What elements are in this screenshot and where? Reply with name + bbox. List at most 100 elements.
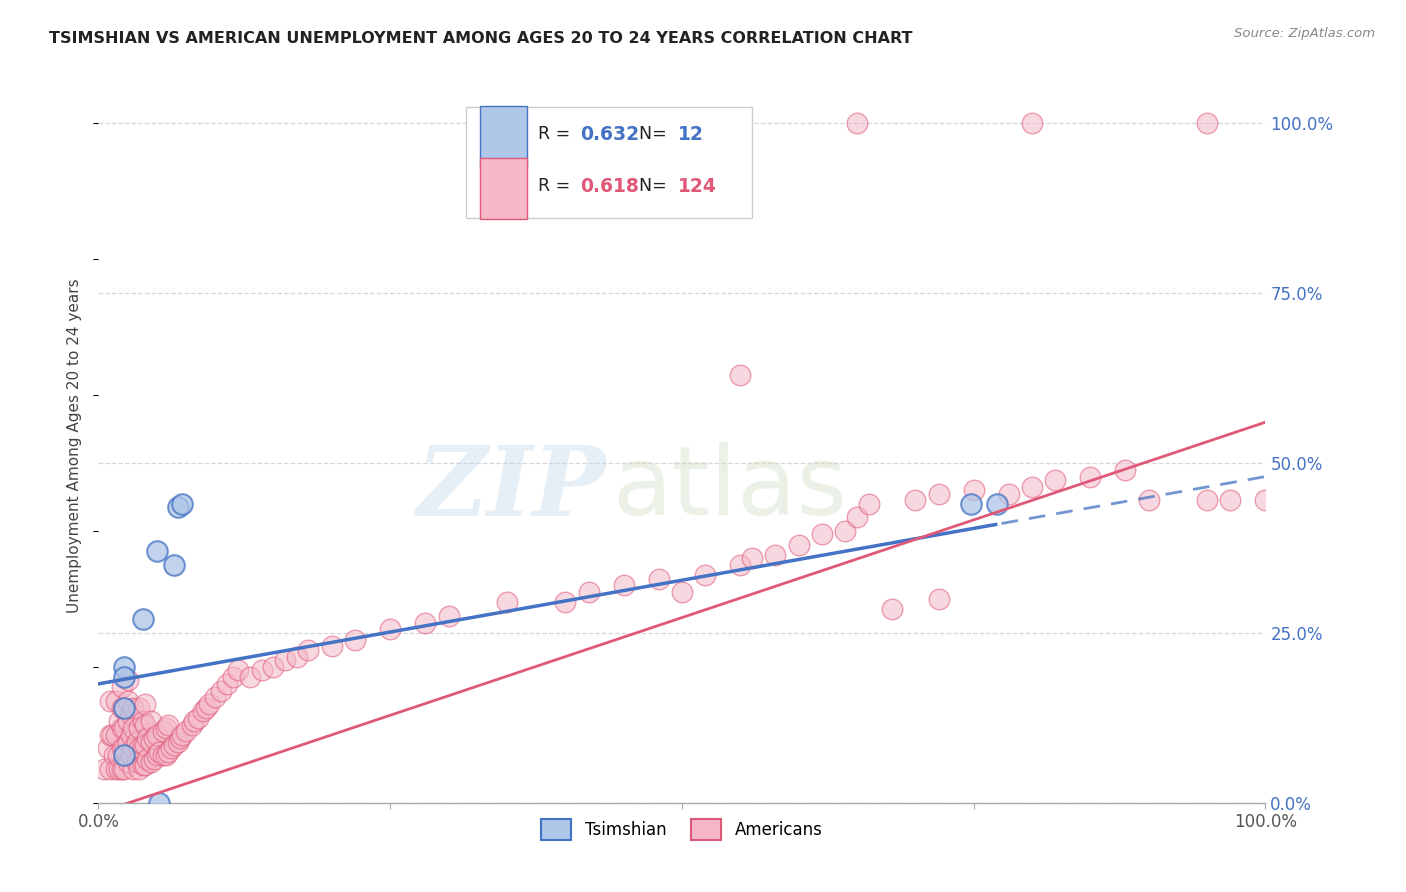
Point	[120, 748, 142, 763]
Point	[134, 717, 156, 731]
Point	[1045, 473, 1067, 487]
Point	[496, 595, 519, 609]
Point	[928, 486, 950, 500]
Point	[986, 497, 1008, 511]
Point	[962, 483, 984, 498]
Point	[120, 728, 142, 742]
Point	[104, 762, 127, 776]
Text: R =: R =	[538, 126, 576, 144]
Point	[120, 707, 142, 722]
Point	[834, 524, 856, 538]
Text: 12: 12	[679, 125, 704, 144]
Point	[647, 572, 669, 586]
Point	[134, 758, 156, 772]
Bar	[479, 158, 527, 219]
Point	[125, 755, 148, 769]
Point	[344, 632, 367, 647]
Point	[811, 527, 834, 541]
Point	[194, 700, 217, 714]
Point	[117, 694, 139, 708]
Point	[204, 690, 226, 705]
Point	[111, 680, 134, 694]
Text: TSIMSHIAN VS AMERICAN UNEMPLOYMENT AMONG AGES 20 TO 24 YEARS CORRELATION CHART: TSIMSHIAN VS AMERICAN UNEMPLOYMENT AMONG…	[49, 31, 912, 46]
Point	[157, 745, 180, 759]
Text: N=: N=	[638, 178, 672, 195]
Point	[198, 698, 221, 712]
Point	[132, 714, 155, 729]
Point	[846, 510, 869, 524]
Point	[139, 755, 162, 769]
Point	[1080, 469, 1102, 483]
Point	[117, 755, 139, 769]
Point	[112, 700, 135, 714]
Point	[98, 728, 121, 742]
Point	[98, 694, 121, 708]
Point	[112, 748, 135, 763]
Point	[180, 717, 202, 731]
Point	[187, 711, 209, 725]
Point	[1195, 493, 1218, 508]
Point	[250, 663, 273, 677]
Point	[169, 731, 191, 746]
Point	[148, 745, 170, 759]
Point	[111, 700, 134, 714]
Legend: Tsimshian, Americans: Tsimshian, Americans	[533, 811, 831, 848]
Point	[107, 748, 129, 763]
Point	[172, 497, 194, 511]
FancyBboxPatch shape	[465, 107, 752, 218]
Point	[143, 751, 166, 765]
Point	[108, 762, 131, 776]
Point	[134, 738, 156, 752]
Point	[321, 640, 343, 654]
Point	[136, 731, 159, 746]
Point	[157, 717, 180, 731]
Point	[112, 670, 135, 684]
Point	[846, 116, 869, 130]
Point	[128, 762, 150, 776]
Point	[111, 721, 134, 735]
Point	[112, 660, 135, 674]
Point	[155, 721, 177, 735]
Point	[215, 677, 238, 691]
Point	[183, 714, 205, 729]
Point	[128, 741, 150, 756]
Point	[146, 544, 169, 558]
Point	[128, 700, 150, 714]
Point	[139, 734, 162, 748]
Point	[111, 762, 134, 776]
Point	[239, 670, 262, 684]
Point	[613, 578, 636, 592]
Point	[554, 595, 576, 609]
Point	[117, 714, 139, 729]
Point	[960, 497, 983, 511]
Text: R =: R =	[538, 178, 576, 195]
Point	[163, 738, 186, 752]
Text: Source: ZipAtlas.com: Source: ZipAtlas.com	[1234, 27, 1375, 40]
Point	[262, 660, 284, 674]
Point	[122, 762, 145, 776]
Point	[741, 551, 763, 566]
Point	[730, 368, 752, 382]
Point	[101, 728, 124, 742]
Point	[787, 537, 810, 551]
Point	[159, 741, 181, 756]
Point	[122, 741, 145, 756]
Point	[146, 728, 169, 742]
Point	[152, 748, 174, 763]
Y-axis label: Unemployment Among Ages 20 to 24 years: Unemployment Among Ages 20 to 24 years	[67, 278, 83, 614]
Point	[104, 728, 127, 742]
Point	[1137, 493, 1160, 508]
Point	[112, 762, 135, 776]
Point	[111, 741, 134, 756]
Point	[297, 643, 319, 657]
Point	[928, 591, 950, 606]
Point	[117, 734, 139, 748]
Point	[132, 612, 155, 626]
Point	[103, 748, 125, 763]
Point	[134, 698, 156, 712]
Point	[112, 741, 135, 756]
Point	[858, 497, 880, 511]
Point	[132, 738, 155, 752]
Point	[122, 721, 145, 735]
Point	[136, 751, 159, 765]
